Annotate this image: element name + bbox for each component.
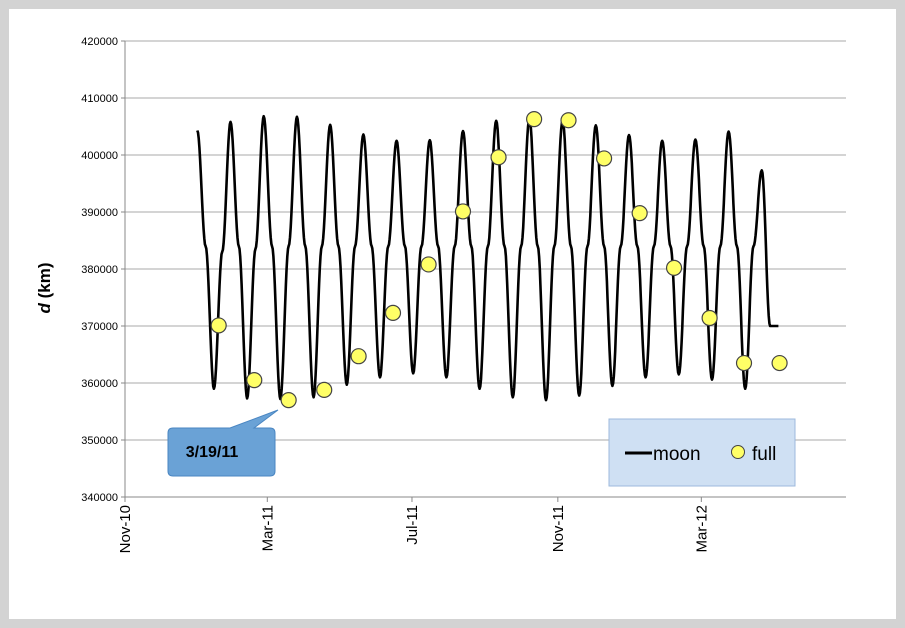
y-tick-label: 380000: [81, 264, 118, 276]
legend: moon full: [608, 418, 796, 487]
y-tick-label: 410000: [81, 93, 118, 105]
full-moon-point: [631, 205, 648, 222]
full-moon-point: [210, 317, 227, 334]
full-moon-point: [595, 150, 613, 167]
y-tick-label: 340000: [81, 492, 118, 504]
full-moon-point: [771, 354, 788, 372]
x-axis: Nov-10 Mar-11 Jul-11 Nov-11 Mar-12: [117, 496, 846, 553]
full-moon-point: [316, 381, 333, 398]
y-tick-label: 390000: [81, 207, 118, 219]
full-moon-point: [350, 348, 367, 365]
y-axis-label: d (km): [35, 262, 54, 313]
full-moon-point: [420, 256, 437, 273]
full-moon-point: [735, 354, 753, 372]
x-tick-label: Nov-11: [550, 505, 567, 552]
y-tick-label: 370000: [81, 321, 118, 333]
y-tick-label: 350000: [81, 435, 118, 447]
legend-full-label: full: [752, 444, 776, 465]
x-tick-label: Jul-11: [404, 505, 421, 545]
legend-marker-swatch: [731, 445, 745, 459]
full-moon-point: [665, 259, 683, 276]
y-tick-label: 360000: [81, 378, 118, 390]
series-moon-line: [196, 114, 779, 402]
callout-label: 3/19/11: [186, 444, 239, 461]
y-tick-label: 400000: [81, 150, 118, 162]
full-moon-point: [490, 149, 507, 166]
callout-bubble: [167, 409, 279, 477]
date-callout: 3/19/11: [167, 409, 279, 477]
full-moon-point: [246, 372, 263, 389]
full-moon-point: [454, 203, 472, 220]
plot-area: [196, 110, 788, 409]
x-tick-label: Mar-12: [693, 505, 710, 553]
full-moon-point: [526, 110, 543, 128]
legend-moon-label: moon: [653, 444, 701, 465]
y-axis: 340000 350000 360000 370000 380000 390000 4000…: [81, 36, 126, 504]
full-moon-point: [560, 112, 577, 129]
y-tick-label: 420000: [81, 36, 118, 48]
x-tick-label: Mar-11: [259, 505, 276, 551]
full-moon-point: [280, 392, 297, 409]
x-tick-label: Nov-10: [117, 505, 134, 553]
full-moon-point: [701, 309, 718, 327]
full-moon-point: [384, 304, 402, 321]
